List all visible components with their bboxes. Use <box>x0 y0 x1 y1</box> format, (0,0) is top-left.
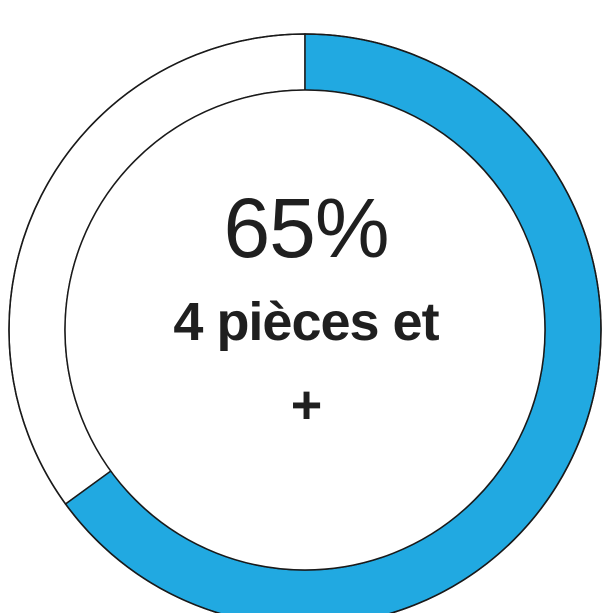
center-label-line-1: 4 pièces et <box>173 292 439 352</box>
center-percent-value: 65% <box>223 181 389 275</box>
center-label-line-2: + <box>290 375 323 435</box>
donut-inner-border <box>64 89 546 571</box>
donut-outer-border <box>8 33 602 613</box>
